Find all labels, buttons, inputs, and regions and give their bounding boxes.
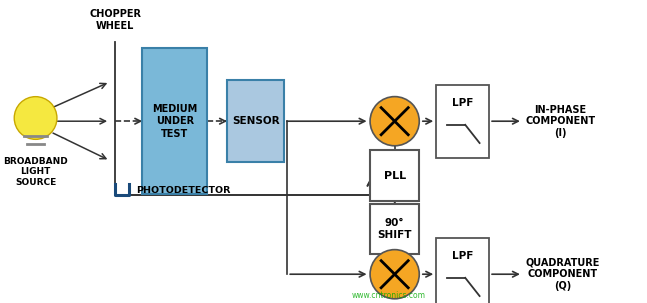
Bar <box>142 48 207 194</box>
Ellipse shape <box>14 97 57 139</box>
Ellipse shape <box>370 250 419 299</box>
Text: LPF: LPF <box>452 98 474 108</box>
Text: CHOPPER
WHEEL: CHOPPER WHEEL <box>89 9 141 31</box>
Text: PHOTODETECTOR: PHOTODETECTOR <box>136 186 230 195</box>
Bar <box>227 80 284 162</box>
Ellipse shape <box>370 97 419 146</box>
Text: LPF: LPF <box>452 251 474 261</box>
Text: PLL: PLL <box>384 171 406 181</box>
Text: 90°
SHIFT: 90° SHIFT <box>377 218 412 240</box>
Text: MEDIUM
UNDER
TEST: MEDIUM UNDER TEST <box>152 104 197 138</box>
Text: QUADRATURE
COMPONENT
(Q): QUADRATURE COMPONENT (Q) <box>525 258 600 291</box>
Text: IN-PHASE
COMPONENT
(I): IN-PHASE COMPONENT (I) <box>525 105 595 138</box>
Bar <box>370 150 419 201</box>
Bar <box>370 204 419 254</box>
Text: BROADBAND
LIGHT
SOURCE: BROADBAND LIGHT SOURCE <box>3 157 68 187</box>
Text: www.cntronics.com: www.cntronics.com <box>351 291 425 300</box>
Text: SENSOR: SENSOR <box>232 116 280 126</box>
Bar <box>436 238 489 303</box>
Bar <box>436 85 489 158</box>
